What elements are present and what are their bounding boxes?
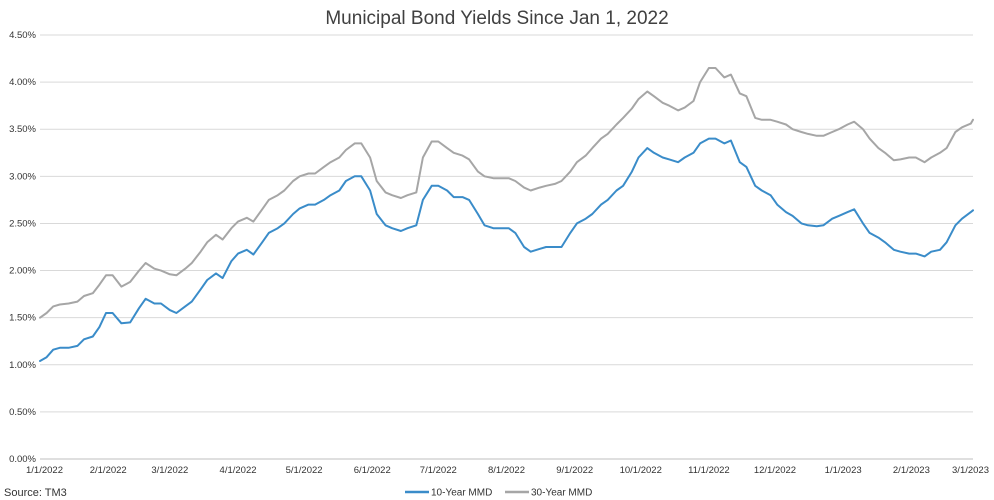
x-tick-label: 1/1/2023	[825, 465, 862, 476]
legend-label: 10-Year MMD	[431, 488, 492, 499]
x-tick-label: 10/1/2022	[620, 465, 662, 476]
legend-label: 30-Year MMD	[531, 488, 592, 499]
x-tick-label: 12/1/2022	[754, 465, 796, 476]
y-tick-label: 4.00%	[9, 77, 36, 88]
y-axis-tick-labels: 0.00% 0.50% 1.00% 1.50% 2.00% 2.50% 3.00% 3.50%…	[9, 30, 36, 465]
x-tick-label: 11/1/2022	[688, 465, 730, 476]
x-tick-label: 4/1/2022	[220, 465, 257, 476]
y-tick-label: 0.50%	[9, 407, 36, 418]
y-tick-label: 3.50%	[9, 124, 36, 135]
x-tick-label: 6/1/2022	[354, 465, 391, 476]
x-tick-label: 2/1/2023	[893, 465, 930, 476]
x-tick-label: 3/1/2022	[151, 465, 188, 476]
x-tick-label: 3/1/2023	[952, 465, 989, 476]
y-tick-label: 3.00%	[9, 171, 36, 182]
x-tick-label: 5/1/2022	[286, 465, 323, 476]
gridlines	[40, 34, 973, 460]
legend: 10-Year MMD 30-Year MMD	[405, 488, 592, 499]
chart-title: Municipal Bond Yields Since Jan 1, 2022	[325, 8, 668, 29]
y-tick-label: 1.00%	[9, 360, 36, 371]
x-tick-label: 9/1/2022	[556, 465, 593, 476]
x-tick-label: 8/1/2022	[488, 465, 525, 476]
y-tick-label: 0.00%	[9, 454, 36, 465]
y-tick-label: 1.50%	[9, 313, 36, 324]
series-line-30-year-mmd	[39, 67, 974, 319]
data-series	[39, 67, 974, 362]
x-tick-label: 7/1/2022	[420, 465, 457, 476]
y-tick-label: 2.00%	[9, 266, 36, 277]
y-tick-label: 4.50%	[9, 30, 36, 41]
x-tick-label: 1/1/2022	[26, 465, 63, 476]
series-line-10-year-mmd	[39, 137, 974, 362]
y-tick-label: 2.50%	[9, 218, 36, 229]
x-tick-label: 2/1/2022	[90, 465, 127, 476]
source-note: Source: TM3	[4, 487, 67, 499]
x-axis-tick-labels: 1/1/2022 2/1/2022 3/1/2022 4/1/2022 5/1/2022…	[26, 465, 989, 476]
